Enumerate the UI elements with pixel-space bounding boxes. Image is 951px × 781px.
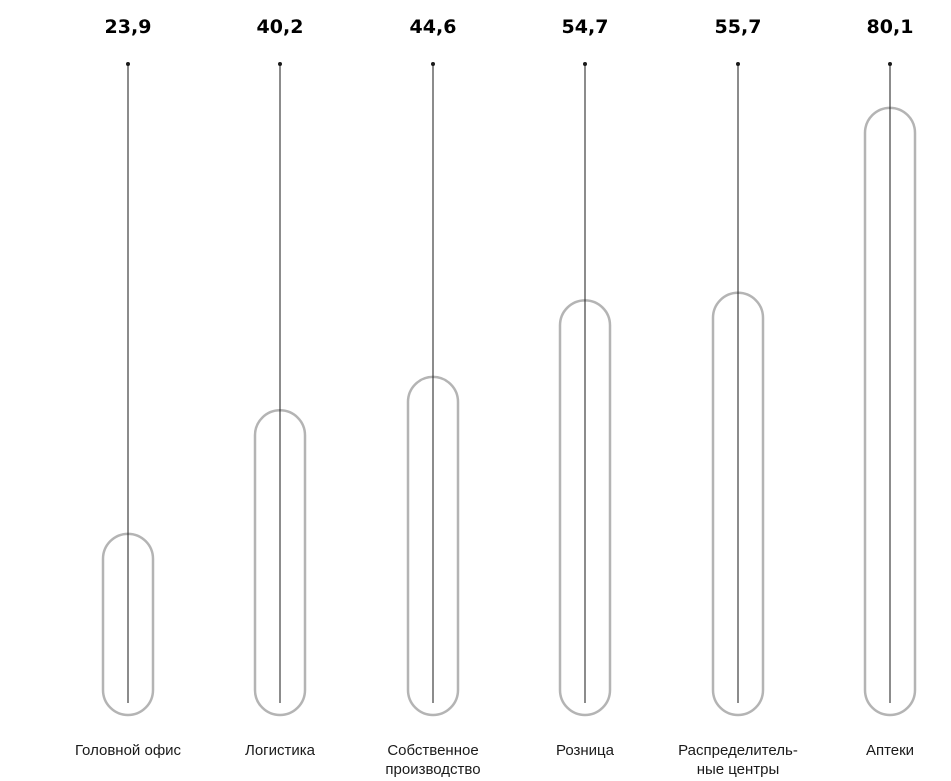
stem-dot-1 bbox=[278, 62, 282, 66]
stem-dot-5 bbox=[888, 62, 892, 66]
category-label-3: Розница bbox=[556, 742, 614, 759]
value-label-3: 54,7 bbox=[562, 16, 609, 38]
stem-dot-3 bbox=[583, 62, 587, 66]
category-label-5: Аптеки bbox=[865, 742, 915, 759]
value-label-4: 55,7 bbox=[715, 16, 762, 38]
category-label-2: Собственное производство bbox=[385, 742, 481, 778]
value-label-2: 44,6 bbox=[410, 16, 457, 38]
stem-dot-0 bbox=[126, 62, 130, 66]
category-label-1: Логистика bbox=[244, 742, 316, 759]
stem-dot-4 bbox=[736, 62, 740, 66]
category-label-0: Головной офис bbox=[74, 742, 182, 759]
value-label-1: 40,2 bbox=[257, 16, 304, 38]
category-label-4: Распределитель- ные центры bbox=[678, 742, 798, 778]
value-label-5: 80,1 bbox=[867, 16, 914, 38]
stem-dot-2 bbox=[431, 62, 435, 66]
value-label-0: 23,9 bbox=[105, 16, 152, 38]
